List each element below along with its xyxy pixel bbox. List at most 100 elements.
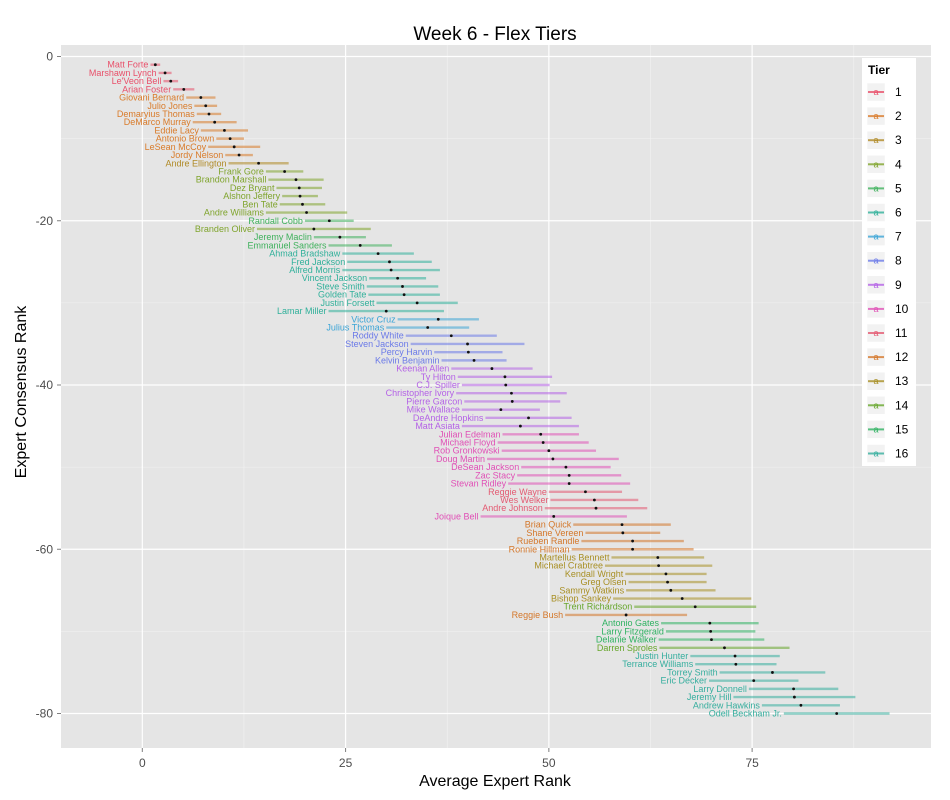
data-point xyxy=(621,531,625,535)
data-point xyxy=(338,235,342,239)
data-point xyxy=(305,211,308,214)
data-point xyxy=(358,243,362,247)
data-point xyxy=(680,597,684,600)
y-tick-label: -60 xyxy=(36,542,54,556)
y-axis-title: Expert Consensus Rank xyxy=(13,305,30,479)
data-point xyxy=(620,523,624,527)
player-label: Demaryius Thomas xyxy=(117,109,195,119)
player-label: Rob Gronkowski xyxy=(434,446,500,456)
player-label: Branden Oliver xyxy=(195,224,255,234)
data-point xyxy=(401,285,404,288)
data-point xyxy=(793,695,796,699)
player-label: Alshon Jeffery xyxy=(223,191,280,201)
y-tick-label: -40 xyxy=(36,378,54,392)
player-label: Roddy White xyxy=(352,331,404,341)
legend-key-glyph: a xyxy=(873,232,878,242)
player-label: Alfred Morris xyxy=(289,265,341,275)
legend-key-glyph: a xyxy=(873,135,878,145)
data-point xyxy=(693,605,697,609)
data-point xyxy=(734,662,738,666)
legend-key-glyph: a xyxy=(873,376,878,386)
player-label: Andre Ellington xyxy=(165,158,226,168)
plot-panel xyxy=(61,45,931,748)
player-label: Randall Cobb xyxy=(248,216,303,226)
y-tick-label: 0 xyxy=(46,49,53,63)
player-label: Eric Decker xyxy=(661,676,708,686)
x-axis-title: Average Expert Rank xyxy=(419,773,572,790)
legend-key-glyph: a xyxy=(873,400,878,410)
data-point xyxy=(567,473,571,477)
y-tick-label: -80 xyxy=(36,707,54,721)
data-point xyxy=(153,63,157,67)
legend-key-glyph: a xyxy=(873,208,878,218)
player-label: Ahmad Bradshaw xyxy=(269,249,341,259)
data-point xyxy=(389,268,393,272)
player-label: Matt Asiata xyxy=(415,421,460,431)
player-label: Joique Bell xyxy=(435,511,479,521)
data-point xyxy=(257,161,260,165)
data-point xyxy=(182,87,186,91)
data-point xyxy=(708,621,712,625)
player-label: Le'Veon Bell xyxy=(112,76,162,86)
data-point xyxy=(228,137,232,141)
data-point xyxy=(294,178,298,182)
data-point xyxy=(656,556,660,559)
data-point xyxy=(213,120,217,124)
player-label: Kelvin Benjamin xyxy=(375,355,440,365)
player-label: Eddie Lacy xyxy=(154,125,199,135)
data-point xyxy=(552,515,556,518)
player-label: Ronnie Hillman xyxy=(509,544,570,554)
player-label: Keenan Allen xyxy=(396,364,449,374)
player-label: Kendall Wright xyxy=(565,569,624,579)
legend-label: 1 xyxy=(895,85,902,99)
chart-title: Week 6 - Flex Tiers xyxy=(413,24,576,45)
data-point xyxy=(207,112,211,116)
player-label: Julian Edelman xyxy=(439,429,501,439)
y-axis-ticks: 0 -20 -40 -60 -80 xyxy=(36,49,61,721)
player-label: Trent Richardson xyxy=(564,602,633,612)
data-point xyxy=(710,638,713,641)
player-label: C.J. Spiller xyxy=(416,380,460,390)
player-label: Jeremy Maclin xyxy=(254,232,312,242)
legend-key-glyph: a xyxy=(873,183,878,193)
data-point xyxy=(624,613,628,617)
data-point xyxy=(402,293,406,297)
player-label: Zac Stacy xyxy=(475,470,516,480)
data-point xyxy=(199,96,203,99)
data-point xyxy=(551,457,555,461)
player-label: Wes Welker xyxy=(500,495,548,505)
player-label: Larry Fitzgerald xyxy=(601,626,664,636)
player-label: Dez Bryant xyxy=(230,183,275,193)
player-label: Steven Jackson xyxy=(345,339,409,349)
data-point xyxy=(541,441,545,444)
x-tick-label: 0 xyxy=(139,756,146,770)
data-point xyxy=(449,334,453,338)
player-label: Rueben Randle xyxy=(517,536,580,546)
data-point xyxy=(169,79,173,83)
legend-label: 10 xyxy=(895,302,909,316)
player-label: Darren Sproles xyxy=(597,643,658,653)
data-point xyxy=(237,153,241,157)
player-label: Ty Hilton xyxy=(421,372,456,382)
legend-key-glyph: a xyxy=(873,87,878,97)
legend-title: Tier xyxy=(868,63,890,77)
data-point xyxy=(709,629,713,633)
data-point xyxy=(539,432,543,436)
legend-key-glyph: a xyxy=(873,352,878,362)
data-point xyxy=(657,564,661,568)
player-label: Andre Williams xyxy=(204,208,265,218)
legend-key-glyph: a xyxy=(873,159,878,169)
data-point xyxy=(163,71,167,75)
x-tick-label: 75 xyxy=(745,756,759,770)
legend-key-glyph: a xyxy=(873,256,878,266)
legend-label: 9 xyxy=(895,278,902,292)
legend-key-glyph: a xyxy=(873,449,878,459)
data-point xyxy=(792,687,795,691)
data-point xyxy=(835,712,839,715)
player-label: Ben Tate xyxy=(242,199,277,209)
player-label: Vincent Jackson xyxy=(302,273,367,283)
data-point xyxy=(283,170,286,173)
player-label: LeSean McCoy xyxy=(145,142,207,152)
player-label: Christopher Ivory xyxy=(386,388,455,398)
